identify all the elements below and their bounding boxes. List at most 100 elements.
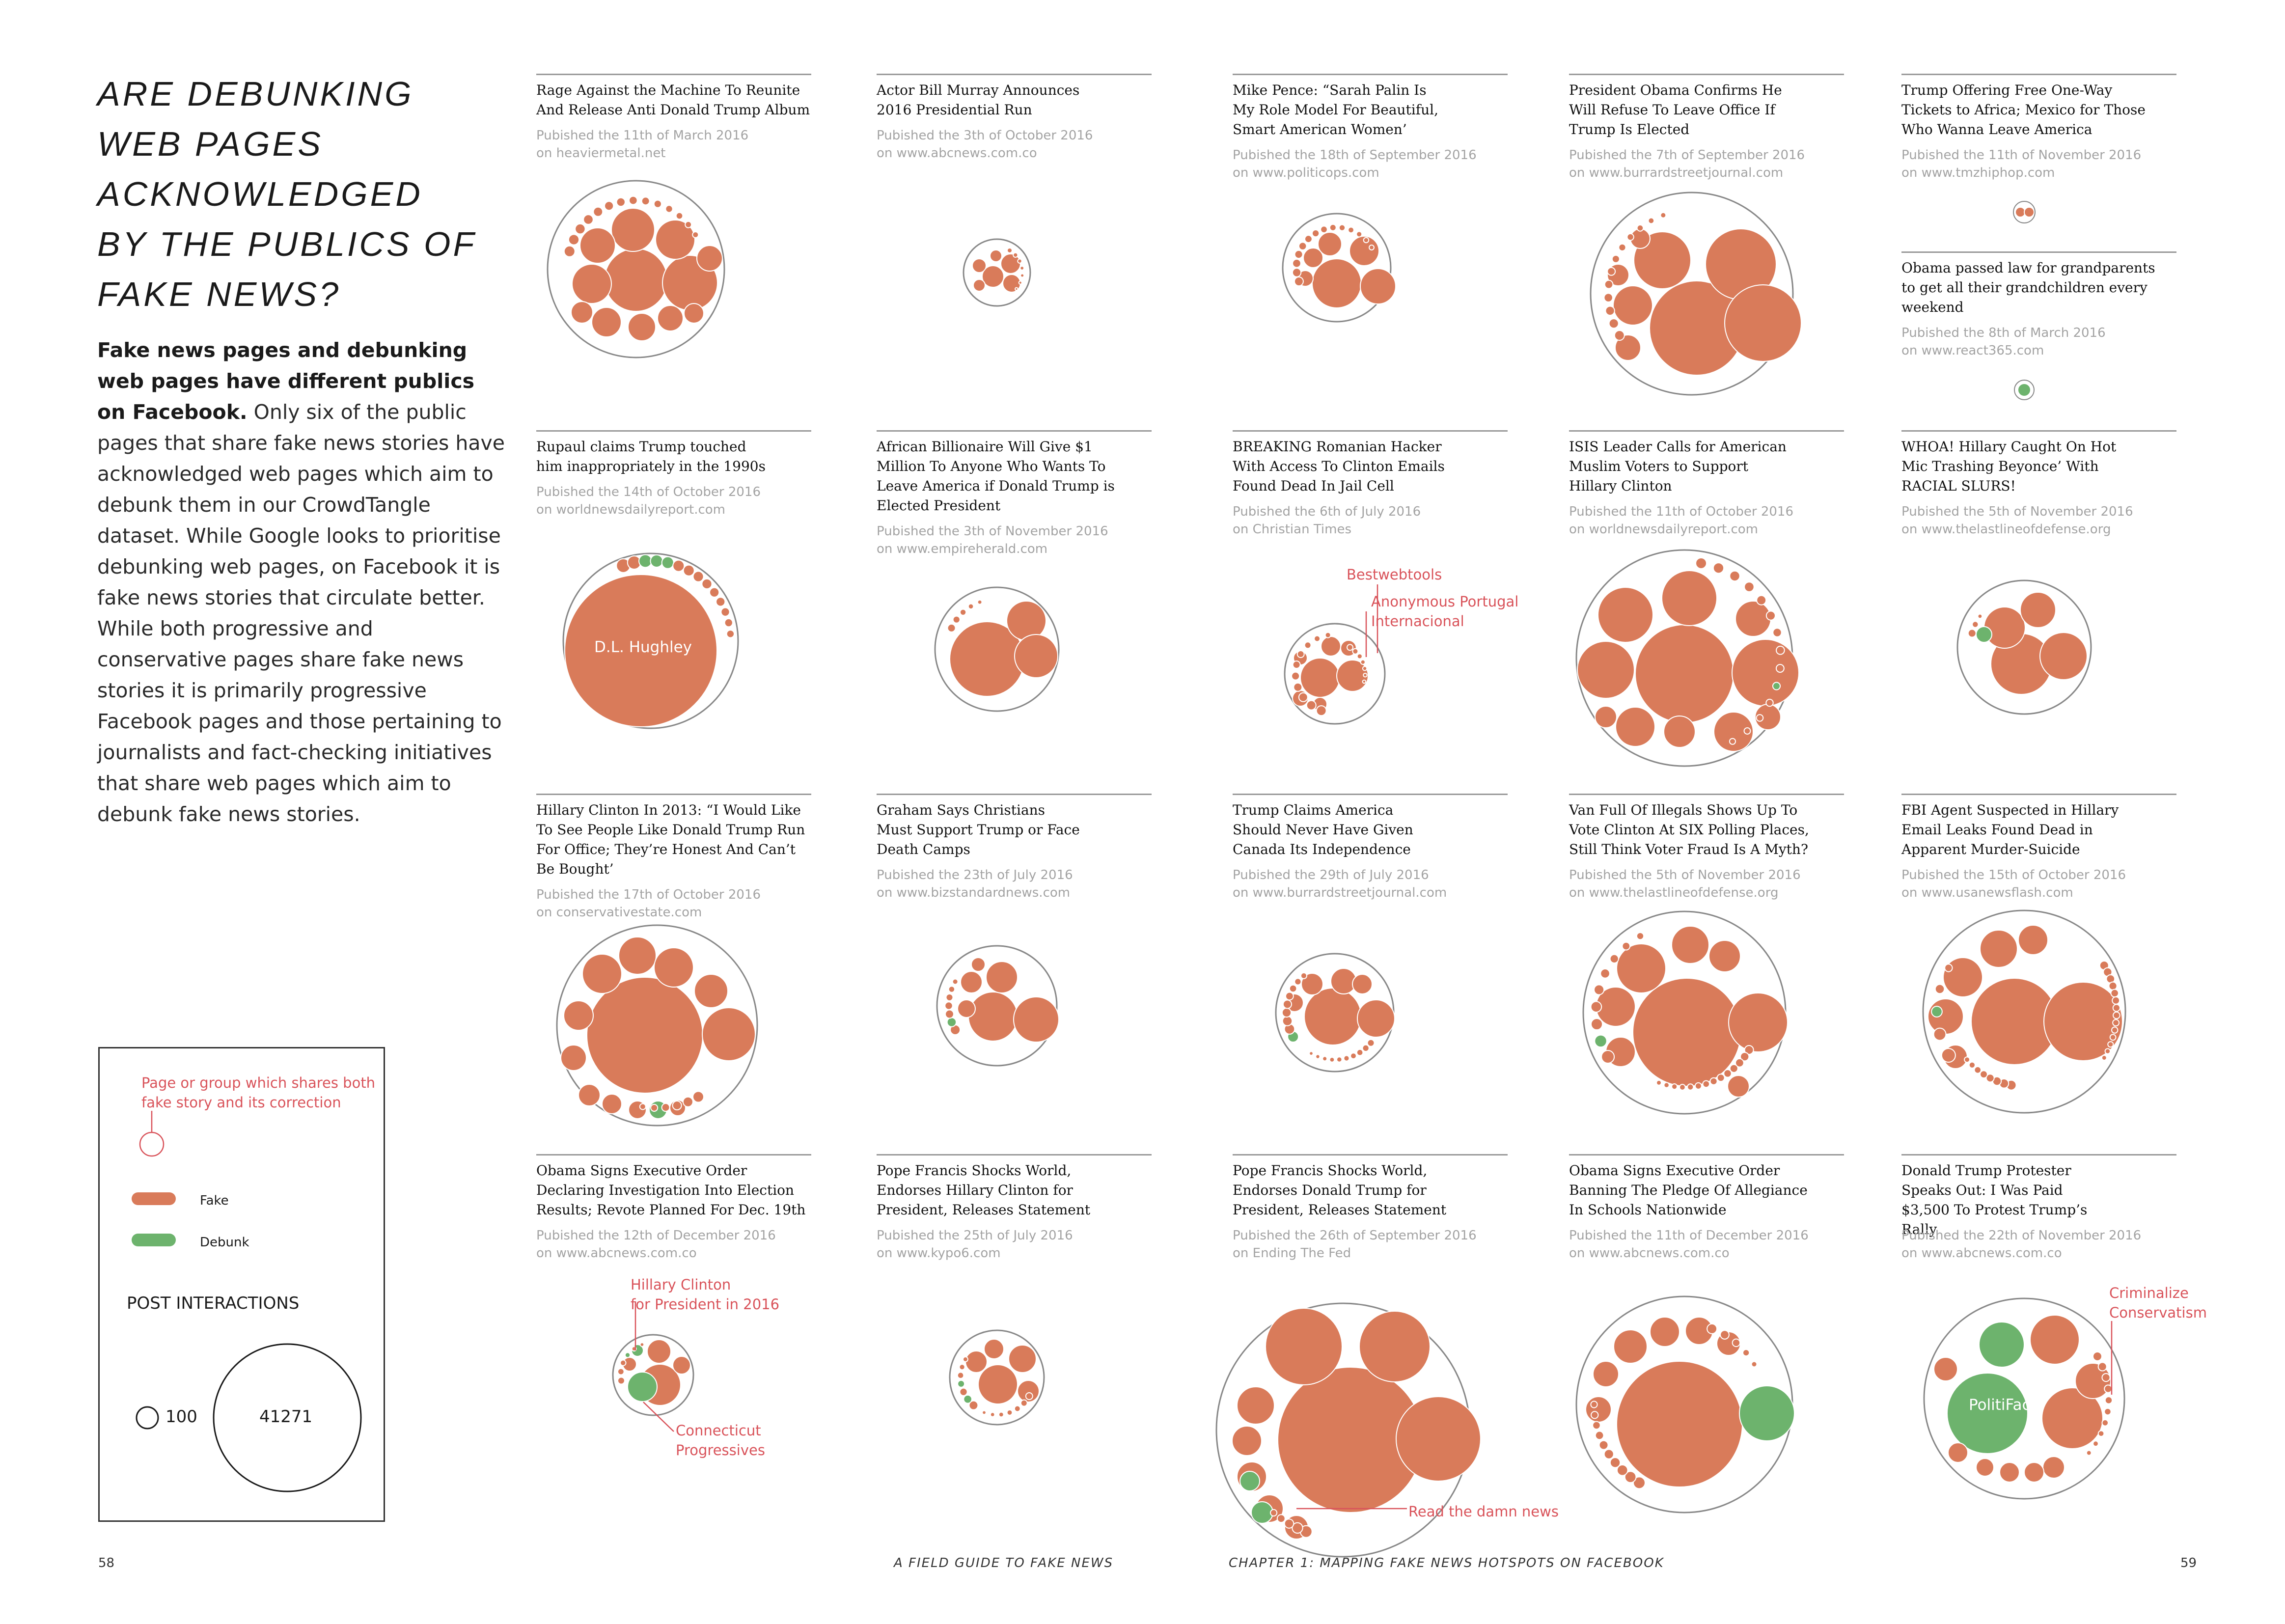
fake-bubble [2108, 981, 2118, 991]
fake-bubble [2092, 1440, 2099, 1447]
legend-debunk-swatch [132, 1234, 176, 1246]
fake-bubble [1964, 1056, 1971, 1063]
divider [1901, 430, 2176, 432]
story-cluster-outline [2014, 380, 2035, 400]
story-meta: Pubished the 23th of July 2016 on www.biz… [877, 866, 1171, 902]
fake-bubble [1347, 644, 1353, 651]
fake-bubble [1362, 1044, 1370, 1052]
story-source: on www.abcnews.com.co [536, 1246, 697, 1261]
fake-bubble [2104, 1396, 2113, 1404]
fake-bubble [701, 578, 713, 590]
story-source: on www.thelastlineofdefense.org [1569, 885, 1779, 900]
fake-bubble [967, 603, 974, 610]
fake-bubble [675, 212, 684, 220]
fake-bubble [1656, 1079, 1662, 1086]
fake-bubble [1934, 984, 1945, 994]
fake-bubble [1304, 641, 1312, 649]
fake-bubble [2109, 1034, 2117, 1041]
fake-bubble [1613, 1329, 1648, 1364]
fake-bubble [1983, 606, 2026, 649]
fake-bubble [1661, 570, 1717, 626]
fake-bubble [684, 303, 704, 324]
label-read-the-damn-news: Read the damn news [1408, 1503, 1559, 1520]
fake-bubble [1315, 1054, 1321, 1059]
fake-bubble [1593, 1361, 1619, 1387]
intro-paragraph: Fake news pages and debunking web pages … [97, 335, 505, 830]
story-cluster-outline [2013, 201, 2036, 223]
fake-bubble [1329, 223, 1337, 231]
fake-bubble [1609, 1457, 1621, 1468]
legend-debunk-label: Debunk [200, 1235, 249, 1250]
story-cluster-outline [936, 945, 1058, 1067]
fake-bubble [1613, 285, 1653, 326]
story-date: Pubished the 14th of October 2016 [536, 485, 761, 499]
fake-bubble [1265, 1308, 1343, 1385]
fake-bubble [2086, 1450, 2092, 1456]
fake-bubble [1727, 1075, 1750, 1098]
fake-bubble [1729, 738, 1736, 745]
debunk-bubble [661, 556, 674, 569]
fake-bubble [575, 223, 586, 235]
fake-bubble [696, 245, 723, 272]
divider [1901, 1154, 2176, 1156]
fake-bubble [1352, 648, 1359, 655]
divider [1569, 74, 1844, 75]
fake-bubble [1590, 1401, 1598, 1408]
fake-bubble [1611, 254, 1620, 263]
story-title: Hillary Clinton In 2013: “I Would Like T… [536, 802, 805, 877]
legend-small-circle [136, 1406, 159, 1430]
fake-bubble [1663, 716, 1696, 748]
label-politifact: PolitiFact [1969, 1396, 2037, 1414]
fake-bubble [1660, 212, 1667, 219]
divider [536, 1154, 811, 1156]
story-meta: Pubished the 17th of October 2016 on cons… [536, 886, 831, 921]
fake-bubble [944, 1009, 954, 1019]
fake-bubble [1298, 692, 1308, 702]
story-source: on www.tmzhiphop.com [1901, 165, 2055, 180]
fake-bubble [1732, 639, 1799, 707]
story-source: on www.burrardstreetjournal.com [1569, 165, 1784, 180]
debunk-bubble [963, 1394, 972, 1404]
story-title: Trump Claims America Should Never Have G… [1233, 802, 1413, 857]
fake-bubble [620, 1359, 627, 1367]
legend-post-interactions: POST INTERACTIONS [127, 1294, 300, 1313]
fake-bubble [1663, 1082, 1670, 1088]
fake-bubble [1285, 991, 1294, 1001]
fake-bubble [972, 258, 987, 273]
fake-bubble [1320, 225, 1328, 234]
fake-bubble [1713, 712, 1754, 752]
story-date: Pubished the 29th of July 2016 [1233, 868, 1429, 882]
fake-bubble [1943, 957, 1983, 997]
fake-bubble [1306, 700, 1317, 711]
fake-bubble [2111, 1026, 2119, 1034]
fake-bubble [1284, 1518, 1294, 1529]
fake-bubble [1591, 1018, 1603, 1031]
story-source: on www.abcnews.com.co [1569, 1246, 1730, 1261]
debunk-bubble [1931, 1006, 1943, 1018]
fake-bubble [1322, 1056, 1328, 1062]
story-source: on conservativestate.com [536, 905, 702, 920]
story-cluster-outline [547, 180, 725, 358]
fake-bubble [1594, 984, 1605, 995]
label-connecticut-progressives: Connecticut Progressives [676, 1421, 765, 1460]
fake-bubble [990, 1412, 995, 1417]
fake-bubble [1300, 972, 1308, 979]
story-title: Rage Against the Machine To Reunite And … [536, 82, 810, 118]
story-cluster-outline [562, 552, 739, 729]
fake-bubble [982, 1410, 987, 1415]
fake-bubble [2101, 1373, 2111, 1382]
story-meta: Pubished the 11th of November 2016 on www… [1901, 146, 2196, 182]
story-source: on worldnewsdailyreport.com [1569, 522, 1758, 537]
fake-bubble [1622, 941, 1631, 951]
footer-book-title: A FIELD GUIDE TO FAKE NEWS [894, 1556, 1114, 1570]
divider [877, 430, 1152, 432]
debunk-bubble [1772, 682, 1781, 690]
story-source: on www.react365.com [1901, 343, 2044, 358]
story-title: Pope Francis Shocks World, Endorses Dona… [1233, 1162, 1447, 1218]
divider [1569, 794, 1844, 795]
story-title: Obama passed law for grandparents to get… [1901, 260, 2155, 315]
debunk-bubble [1976, 626, 1992, 643]
fake-bubble [2112, 1019, 2120, 1027]
story-meta: Pubished the 22th of November 2016 on www… [1901, 1227, 2196, 1262]
fake-bubble [579, 227, 616, 264]
